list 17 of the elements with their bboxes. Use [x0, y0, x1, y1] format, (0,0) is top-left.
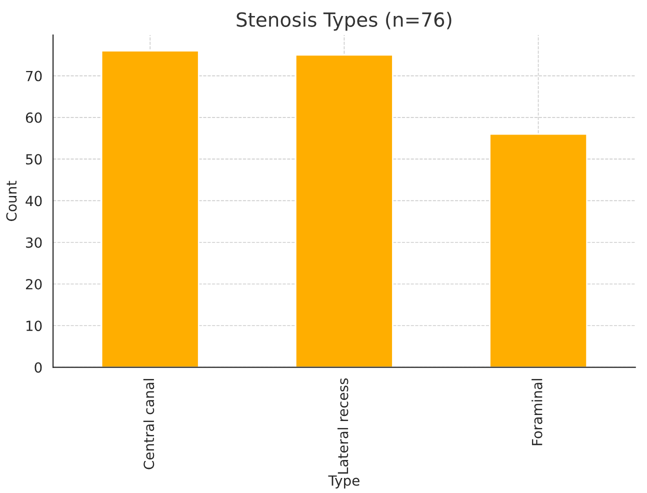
- y-tick-label: 70: [26, 70, 42, 82]
- x-axis-title: Type: [328, 475, 360, 488]
- y-tick-label: 0: [34, 362, 42, 373]
- chart-title: Stenosis Types (n=76): [236, 12, 452, 31]
- y-tick-label: 10: [26, 320, 42, 332]
- y-tick-label: 20: [26, 278, 42, 290]
- bar: [489, 133, 588, 368]
- bar: [294, 54, 394, 368]
- y-tick-label: 50: [26, 154, 42, 165]
- bar: [100, 50, 200, 368]
- y-axis-title: Count: [6, 180, 17, 221]
- x-tick-label: Central canal: [143, 379, 154, 470]
- y-tick-label: 30: [26, 237, 42, 248]
- y-tick-label: 40: [26, 196, 42, 206]
- x-tick-label: Lateral recess: [337, 378, 348, 474]
- x-tick-label: Foraminal: [532, 379, 542, 446]
- y-tick-label: 60: [26, 112, 42, 123]
